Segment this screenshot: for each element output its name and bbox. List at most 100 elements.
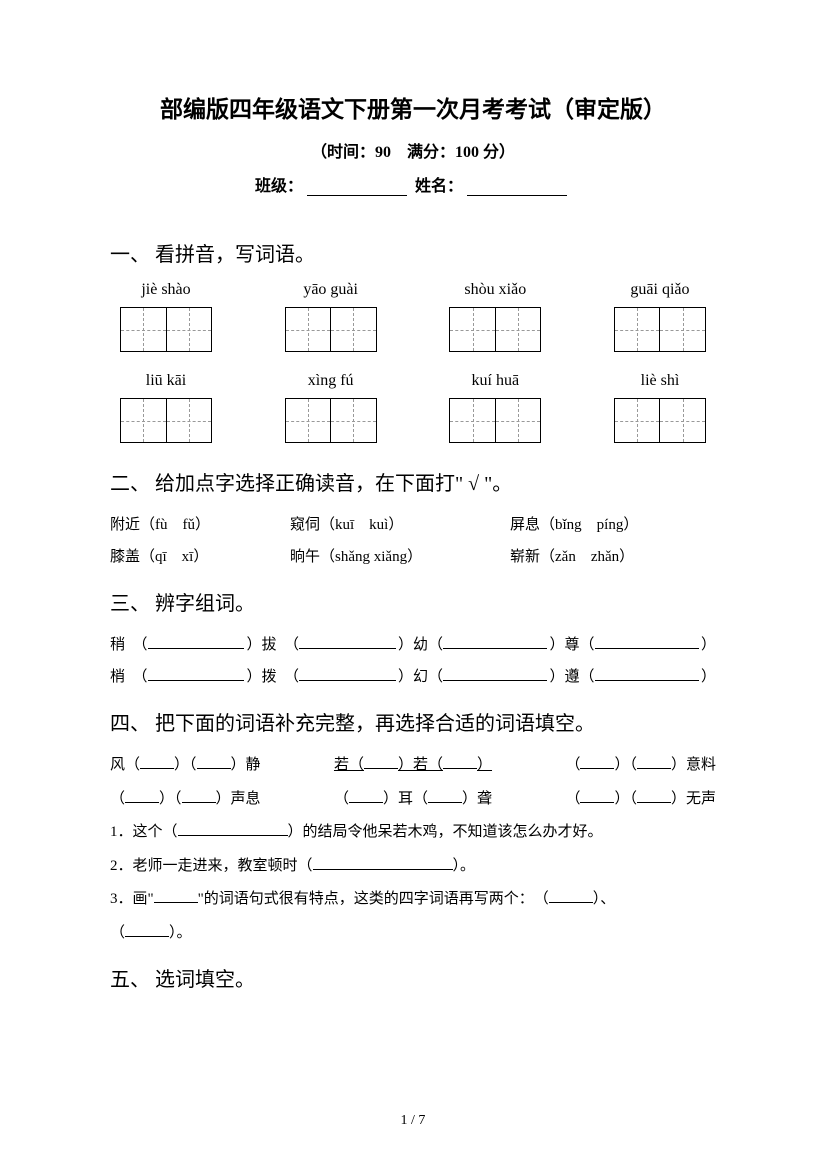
pinyin-label: liū kāi bbox=[110, 372, 222, 392]
txt: ）（ bbox=[614, 757, 637, 773]
q4-sentence: 3．画" "的词语句式很有特点，这类的四字词语再写两个： （ ）、 bbox=[110, 884, 716, 916]
tianzige[interactable] bbox=[449, 398, 541, 443]
q3-body: 稍 （） 拔 （） 幼（） 尊（） 梢 （） 拨 （） 幻（） 遵（） bbox=[110, 630, 716, 693]
pinyin-item: shòu xiǎo bbox=[439, 281, 551, 366]
tianzige[interactable] bbox=[120, 398, 212, 443]
blank[interactable] bbox=[140, 755, 174, 769]
pinyin-label: guāi qiǎo bbox=[604, 281, 716, 301]
q3-char: 拨 bbox=[262, 662, 277, 694]
txt: ）声息 bbox=[216, 791, 261, 807]
txt: ） bbox=[477, 757, 492, 773]
pinyin-label: liè shì bbox=[604, 372, 716, 392]
blank[interactable] bbox=[364, 755, 398, 769]
txt: （ bbox=[565, 757, 580, 773]
q3-item: 梢 （） bbox=[110, 662, 262, 694]
txt: （ bbox=[110, 791, 125, 807]
blank[interactable] bbox=[178, 822, 288, 836]
tianzige[interactable] bbox=[285, 307, 377, 352]
txt: "的词语句式很有特点，这类的四字词语再写两个： （ bbox=[198, 891, 549, 907]
blank[interactable] bbox=[148, 635, 245, 649]
q4-sentence: （）。 bbox=[110, 918, 716, 950]
q2-cell: 晌午（shǎng xiǎng） bbox=[290, 542, 510, 574]
pinyin-label: yāo guài bbox=[275, 281, 387, 301]
blank[interactable] bbox=[637, 755, 671, 769]
pinyin-item: guāi qiǎo bbox=[604, 281, 716, 366]
blank[interactable] bbox=[637, 789, 671, 803]
q4-sentence: 2．老师一走进来，教室顿时（）。 bbox=[110, 851, 716, 883]
name-blank[interactable] bbox=[467, 180, 567, 196]
q3-char: 稍 bbox=[110, 630, 125, 662]
txt: ）的结局令他呆若木鸡，不知道该怎么办才好。 bbox=[288, 824, 603, 840]
blank[interactable] bbox=[125, 923, 169, 937]
blank[interactable] bbox=[299, 635, 396, 649]
blank[interactable] bbox=[595, 635, 699, 649]
blank[interactable] bbox=[148, 667, 245, 681]
class-label: 班级： bbox=[255, 178, 303, 195]
blank[interactable] bbox=[580, 755, 614, 769]
txt: ）无声 bbox=[671, 791, 716, 807]
blank[interactable] bbox=[197, 755, 231, 769]
txt: （ bbox=[110, 925, 125, 941]
student-fields: 班级： 姓名： bbox=[110, 172, 716, 196]
pinyin-label: jiè shào bbox=[110, 281, 222, 301]
q3-char: 幻 bbox=[413, 662, 428, 694]
blank[interactable] bbox=[428, 789, 462, 803]
blank[interactable] bbox=[125, 789, 159, 803]
txt: ）意料 bbox=[671, 757, 716, 773]
blank[interactable] bbox=[443, 635, 547, 649]
q1-row2: liū kāi xìng fú kuí huā liè shì bbox=[110, 372, 716, 457]
txt: ）（ bbox=[174, 757, 197, 773]
blank[interactable] bbox=[549, 889, 593, 903]
q2-row: 膝盖（qī xī） 晌午（shǎng xiǎng） 崭新（zǎn zhǎn） bbox=[110, 542, 716, 574]
q2-cell: 屏息（bǐng píng） bbox=[510, 510, 716, 542]
q4-sentence: 1．这个（）的结局令他呆若木鸡，不知道该怎么办才好。 bbox=[110, 817, 716, 849]
q2-row: 附近（fù fǔ） 窥伺（kuī kuì） 屏息（bǐng píng） bbox=[110, 510, 716, 542]
blank[interactable] bbox=[443, 667, 547, 681]
q4-idiom-row: 风（）（）静 若（）若（） （）（）意料 bbox=[110, 750, 716, 782]
pinyin-item: jiè shào bbox=[110, 281, 222, 366]
txt: 若（ bbox=[334, 757, 364, 773]
q1-heading: 一、 看拼音，写词语。 bbox=[110, 238, 716, 267]
txt: ）若（ bbox=[398, 757, 443, 773]
q3-row: 稍 （） 拔 （） 幼（） 尊（） bbox=[110, 630, 716, 662]
exam-subtitle: （时间：90 满分：100 分） bbox=[110, 138, 716, 162]
q3-row: 梢 （） 拨 （） 幻（） 遵（） bbox=[110, 662, 716, 694]
q3-item: 幻（） bbox=[413, 662, 565, 694]
blank[interactable] bbox=[443, 755, 477, 769]
blank[interactable] bbox=[595, 667, 699, 681]
q3-char: 遵 bbox=[565, 662, 580, 694]
pinyin-label: shòu xiǎo bbox=[439, 281, 551, 301]
tianzige[interactable] bbox=[120, 307, 212, 352]
q2-cell: 崭新（zǎn zhǎn） bbox=[510, 542, 716, 574]
blank[interactable] bbox=[154, 889, 198, 903]
pinyin-label: xìng fú bbox=[275, 372, 387, 392]
pinyin-label: kuí huā bbox=[439, 372, 551, 392]
q1-row1: jiè shào yāo guài shòu xiǎo guāi qiǎo bbox=[110, 281, 716, 366]
name-label: 姓名： bbox=[415, 178, 463, 195]
txt: ）、 bbox=[593, 891, 616, 907]
tianzige[interactable] bbox=[614, 307, 706, 352]
page-number: 1 / 7 bbox=[0, 1113, 826, 1129]
blank[interactable] bbox=[182, 789, 216, 803]
txt: ）（ bbox=[159, 791, 182, 807]
q3-char: 尊 bbox=[565, 630, 580, 662]
blank[interactable] bbox=[349, 789, 383, 803]
blank[interactable] bbox=[580, 789, 614, 803]
pinyin-item: liè shì bbox=[604, 372, 716, 457]
txt: 3．画" bbox=[110, 891, 154, 907]
txt: ）聋 bbox=[462, 791, 492, 807]
tianzige[interactable] bbox=[285, 398, 377, 443]
q3-item: 拨 （） bbox=[262, 662, 414, 694]
blank[interactable] bbox=[313, 856, 453, 870]
tianzige[interactable] bbox=[614, 398, 706, 443]
q5-heading: 五、 选词填空。 bbox=[110, 963, 716, 992]
blank[interactable] bbox=[299, 667, 396, 681]
q4-body: 风（）（）静 若（）若（） （）（）意料 （）（）声息 （）耳（）聋 （）（）无… bbox=[110, 750, 716, 949]
q3-item: 遵（） bbox=[565, 662, 717, 694]
q4-idiom-row: （）（）声息 （）耳（）聋 （）（）无声 bbox=[110, 784, 716, 816]
q4-heading: 四、 把下面的词语补充完整，再选择合适的词语填空。 bbox=[110, 707, 716, 736]
tianzige[interactable] bbox=[449, 307, 541, 352]
q3-item: 稍 （） bbox=[110, 630, 262, 662]
txt: ）（ bbox=[614, 791, 637, 807]
class-blank[interactable] bbox=[307, 180, 407, 196]
